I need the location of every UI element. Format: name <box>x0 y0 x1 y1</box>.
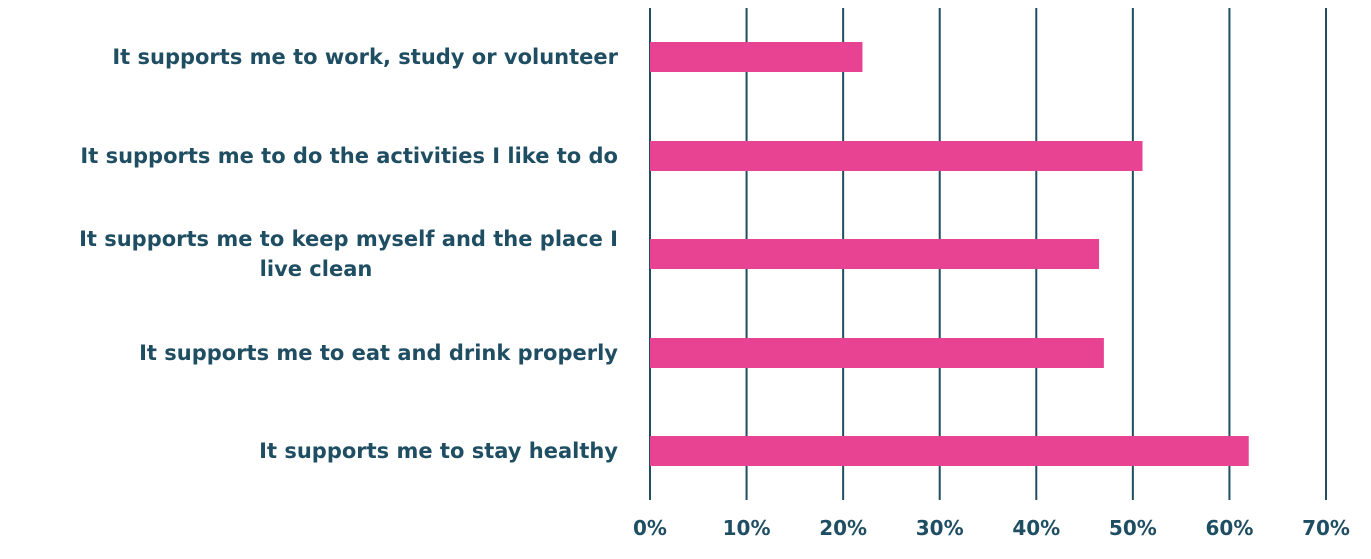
category-label: It supports me to stay healthy <box>259 439 618 463</box>
x-tick-label: 60% <box>1205 516 1253 540</box>
category-label-line: live clean <box>260 257 373 281</box>
category-label: It supports me to do the activities I li… <box>80 144 618 168</box>
category-label-line: It supports me to eat and drink properly <box>139 341 618 365</box>
bar <box>650 42 863 72</box>
x-tick-label: 10% <box>723 516 771 540</box>
category-label: It supports me to work, study or volunte… <box>112 45 618 69</box>
x-tick-label: 70% <box>1302 516 1350 540</box>
category-label: It supports me to eat and drink properly <box>139 341 618 365</box>
bar <box>650 239 1100 269</box>
bar <box>650 436 1249 466</box>
x-tick-label: 20% <box>819 516 867 540</box>
category-label-line: It supports me to keep myself and the pl… <box>79 227 618 251</box>
x-tick-label: 40% <box>1012 516 1060 540</box>
bar <box>650 141 1143 171</box>
category-label: It supports me to keep myself and the pl… <box>79 227 618 281</box>
x-tick-label: 0% <box>633 516 667 540</box>
bar <box>650 338 1104 368</box>
x-tick-label: 30% <box>916 516 964 540</box>
category-label-line: It supports me to stay healthy <box>259 439 618 463</box>
category-label-line: It supports me to work, study or volunte… <box>112 45 618 69</box>
category-label-line: It supports me to do the activities I li… <box>80 144 618 168</box>
x-tick-label: 50% <box>1109 516 1157 540</box>
